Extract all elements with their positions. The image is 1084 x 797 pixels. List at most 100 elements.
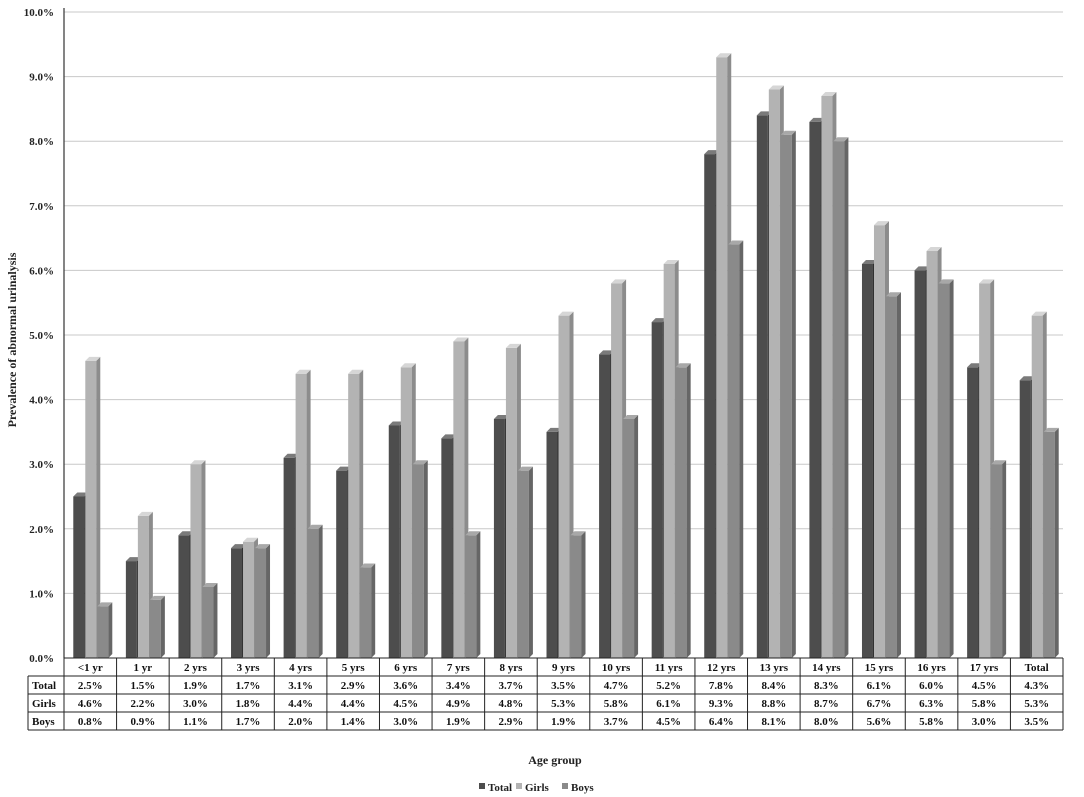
bar-front	[441, 438, 453, 658]
bar-girls	[85, 356, 101, 658]
bar-front	[833, 141, 845, 658]
data-label: 1.8%	[236, 698, 261, 710]
bar-top	[125, 557, 141, 562]
bar-front	[651, 322, 663, 658]
bar-top	[991, 460, 1007, 465]
bar-front	[1031, 315, 1043, 658]
data-label: 6.1%	[867, 680, 892, 692]
data-label: 1.1%	[183, 716, 208, 728]
bar-boys	[675, 363, 691, 658]
y-tick-label: 4.0%	[29, 395, 54, 407]
bar-top	[412, 460, 428, 465]
data-label: 4.5%	[656, 716, 681, 728]
data-label: 3.5%	[1024, 716, 1049, 728]
bar-top	[231, 544, 247, 549]
y-axis-label: Prevalence of abnormal urinalysis	[5, 252, 19, 427]
bar-front	[400, 367, 412, 658]
data-label: 5.3%	[1024, 698, 1049, 710]
bar-front	[412, 464, 424, 658]
bar-front	[861, 263, 873, 658]
bar-top	[178, 531, 194, 536]
data-label: 1.7%	[236, 716, 261, 728]
bar-front	[675, 367, 687, 658]
bar-front	[914, 270, 926, 658]
x-tick-label: 9 yrs	[552, 662, 576, 674]
bar-front	[570, 535, 582, 658]
bar-front	[336, 470, 348, 658]
data-label: 8.8%	[761, 698, 786, 710]
data-label: 3.1%	[288, 680, 313, 692]
data-label: 4.5%	[972, 680, 997, 692]
bar-top	[85, 356, 101, 361]
data-label: 3.0%	[972, 716, 997, 728]
bar-top	[675, 363, 691, 368]
legend-item-total: Total	[479, 782, 512, 794]
bar-front	[991, 464, 1003, 658]
bar-top	[611, 279, 627, 284]
bar-top	[505, 343, 521, 348]
bar-top	[97, 602, 113, 607]
data-label: 8.4%	[761, 680, 786, 692]
data-label: 3.7%	[604, 716, 629, 728]
bar-front	[728, 244, 740, 658]
bar-front	[716, 57, 728, 659]
bar-side	[581, 531, 586, 658]
bar-front	[768, 89, 780, 658]
bar-side	[1054, 427, 1059, 658]
bar-top	[202, 582, 218, 587]
bar-front	[979, 283, 991, 658]
bar-front	[967, 367, 979, 658]
bar-boys	[991, 460, 1007, 658]
bar-top	[283, 453, 299, 458]
bar-side	[266, 544, 271, 658]
bar-top	[493, 414, 509, 419]
bar-front	[885, 296, 897, 658]
bar-front	[178, 535, 190, 658]
y-tick-label: 6.0%	[29, 265, 54, 277]
bar-front	[73, 496, 85, 658]
data-label: 6.3%	[919, 698, 944, 710]
x-tick-label: 13 yrs	[760, 662, 789, 674]
bar-front	[348, 373, 360, 658]
bar-side	[791, 130, 796, 659]
y-tick-label: 8.0%	[29, 136, 54, 148]
x-tick-label: 10 yrs	[602, 662, 631, 674]
bar-front	[558, 315, 570, 658]
bar-front	[137, 515, 149, 658]
bar-top	[704, 150, 720, 155]
data-label: 1.4%	[341, 716, 366, 728]
bar-top	[599, 350, 615, 355]
y-tick-label: 1.0%	[29, 588, 54, 600]
data-label: 2.5%	[78, 680, 103, 692]
legend-swatch	[516, 783, 522, 789]
y-tick-label: 2.0%	[29, 524, 54, 536]
bar-front	[231, 548, 243, 658]
data-label: 1.9%	[183, 680, 208, 692]
bar-boys	[149, 595, 165, 658]
bar-front	[926, 251, 938, 658]
bar-front	[1043, 431, 1055, 658]
bar-side	[318, 524, 323, 658]
bar-top	[926, 247, 942, 252]
x-tick-label: 3 yrs	[237, 662, 261, 674]
legend-label: Girls	[525, 782, 550, 794]
bar-top	[1031, 311, 1047, 316]
data-label: 6.7%	[867, 698, 892, 710]
data-label: 3.5%	[551, 680, 576, 692]
x-tick-label: 7 yrs	[447, 662, 471, 674]
data-label: 1.9%	[551, 716, 576, 728]
data-label: 3.6%	[393, 680, 418, 692]
y-tick-label: 0.0%	[29, 653, 54, 665]
table-row-header: Girls	[32, 698, 57, 710]
data-label: 6.4%	[709, 716, 734, 728]
bar-front	[756, 115, 768, 659]
bar-top	[728, 240, 744, 245]
bar-top	[716, 53, 732, 58]
bar-boys	[465, 531, 481, 658]
bar-front	[243, 541, 255, 658]
x-tick-label: 12 yrs	[707, 662, 736, 674]
data-label: 2.9%	[341, 680, 366, 692]
data-table: <1 yr 1 yr 2 yrs 3 yrs 4 yrs 5 yrs 6 yrs 7 yrs 8…	[27, 657, 1064, 731]
data-label: 4.4%	[288, 698, 313, 710]
bar-front	[307, 528, 319, 658]
